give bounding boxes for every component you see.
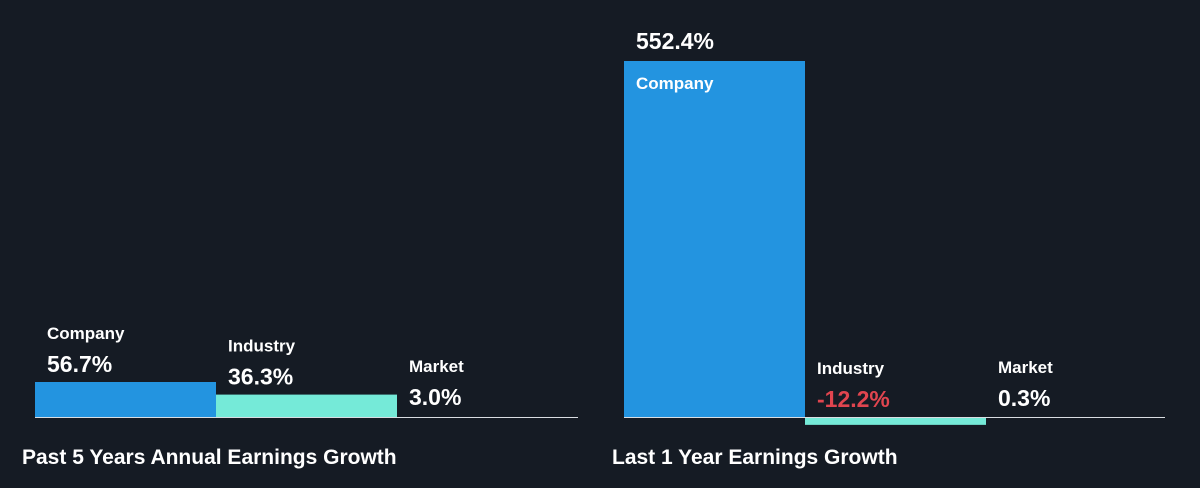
category-label-market: Market bbox=[998, 358, 1053, 377]
value-label-company: 56.7% bbox=[47, 351, 112, 377]
value-label-industry: 36.3% bbox=[228, 364, 293, 390]
chart-title-last-1-year: Last 1 Year Earnings Growth bbox=[612, 446, 898, 469]
value-label-industry: -12.2% bbox=[817, 386, 890, 412]
bar-market bbox=[986, 416, 1167, 417]
category-label-industry: Industry bbox=[817, 359, 885, 378]
bar-company bbox=[35, 382, 216, 417]
category-label-company: Company bbox=[636, 74, 714, 93]
bar-market bbox=[397, 415, 578, 417]
bar-industry bbox=[805, 417, 986, 425]
chart-title-past-5-years: Past 5 Years Annual Earnings Growth bbox=[22, 446, 397, 469]
value-label-company: 552.4% bbox=[636, 28, 714, 54]
bar-company bbox=[624, 61, 805, 417]
category-label-market: Market bbox=[409, 357, 464, 376]
chart-panel-1: Company 56.7% Industry 36.3% Market 3.0% bbox=[35, 324, 578, 418]
category-label-industry: Industry bbox=[228, 337, 296, 356]
chart-panel-2: Company 552.4% Industry -12.2% Market 0.3% bbox=[624, 28, 1167, 425]
bar-industry bbox=[216, 394, 397, 417]
value-label-market: 0.3% bbox=[998, 385, 1050, 411]
value-label-market: 3.0% bbox=[409, 384, 461, 410]
category-label-company: Company bbox=[47, 324, 125, 343]
